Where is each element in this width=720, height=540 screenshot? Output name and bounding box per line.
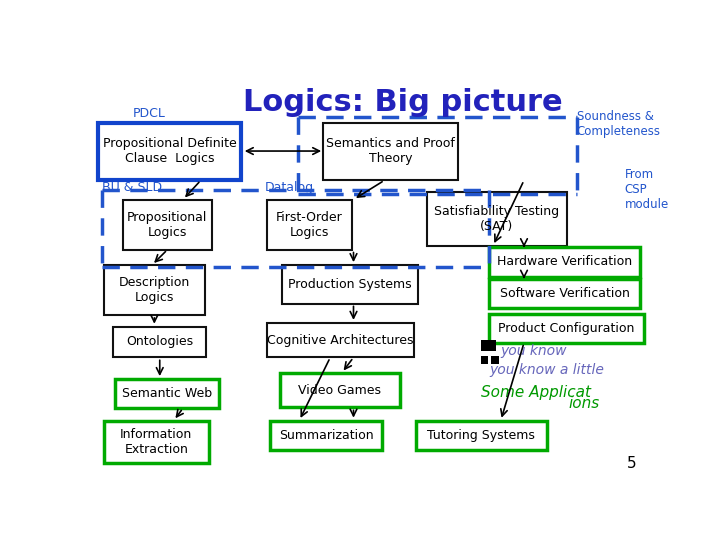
- Text: Datalog: Datalog: [264, 181, 313, 194]
- Text: Description
Logics: Description Logics: [119, 276, 190, 304]
- Bar: [122, 200, 212, 249]
- Text: BU & SLD: BU & SLD: [102, 181, 162, 194]
- Text: From
CSP
module: From CSP module: [625, 168, 669, 211]
- Text: Semantics and Proof
Theory: Semantics and Proof Theory: [326, 137, 455, 165]
- Bar: [415, 421, 547, 450]
- Text: Soundness &
Completeness: Soundness & Completeness: [577, 110, 661, 138]
- Bar: [114, 379, 220, 408]
- Text: Video Games: Video Games: [298, 383, 382, 396]
- Bar: [282, 265, 418, 303]
- Text: Summarization: Summarization: [279, 429, 373, 442]
- Text: Propositional
Logics: Propositional Logics: [127, 211, 207, 239]
- Text: Information
Extraction: Information Extraction: [120, 428, 192, 456]
- Bar: [427, 192, 567, 246]
- Text: Logics: Big picture: Logics: Big picture: [243, 88, 562, 117]
- Text: Semantic Web: Semantic Web: [122, 387, 212, 400]
- Bar: [489, 279, 640, 308]
- Bar: [489, 314, 644, 343]
- Text: First-Order
Logics: First-Order Logics: [276, 211, 343, 239]
- Bar: [98, 123, 241, 180]
- Text: you know: you know: [500, 343, 567, 357]
- Text: Ontologies: Ontologies: [126, 335, 193, 348]
- Text: PDCL: PDCL: [132, 107, 166, 120]
- Text: 5: 5: [626, 456, 636, 471]
- Text: you know a little: you know a little: [489, 363, 604, 377]
- Bar: [489, 247, 640, 276]
- Bar: [323, 123, 458, 180]
- Text: Product Configuration: Product Configuration: [498, 322, 635, 335]
- Text: Cognitive Architectures: Cognitive Architectures: [267, 334, 413, 347]
- Text: Tutoring Systems: Tutoring Systems: [428, 429, 535, 442]
- Text: Software Verification: Software Verification: [500, 287, 629, 300]
- Bar: [266, 200, 352, 249]
- Text: Hardware Verification: Hardware Verification: [497, 255, 632, 268]
- Bar: [104, 421, 209, 463]
- Bar: [266, 323, 414, 357]
- Bar: [492, 356, 499, 363]
- Text: ions: ions: [569, 396, 600, 411]
- Bar: [481, 340, 496, 351]
- Bar: [270, 421, 382, 450]
- Bar: [104, 265, 204, 315]
- Text: Satisfiability Testing
(SAT): Satisfiability Testing (SAT): [434, 205, 559, 233]
- Text: Some Applicat: Some Applicat: [482, 385, 591, 400]
- Text: Production Systems: Production Systems: [288, 278, 412, 291]
- Bar: [481, 356, 488, 363]
- Bar: [280, 373, 400, 408]
- Bar: [113, 327, 206, 357]
- Text: Propositional Definite
Clause  Logics: Propositional Definite Clause Logics: [102, 137, 236, 165]
